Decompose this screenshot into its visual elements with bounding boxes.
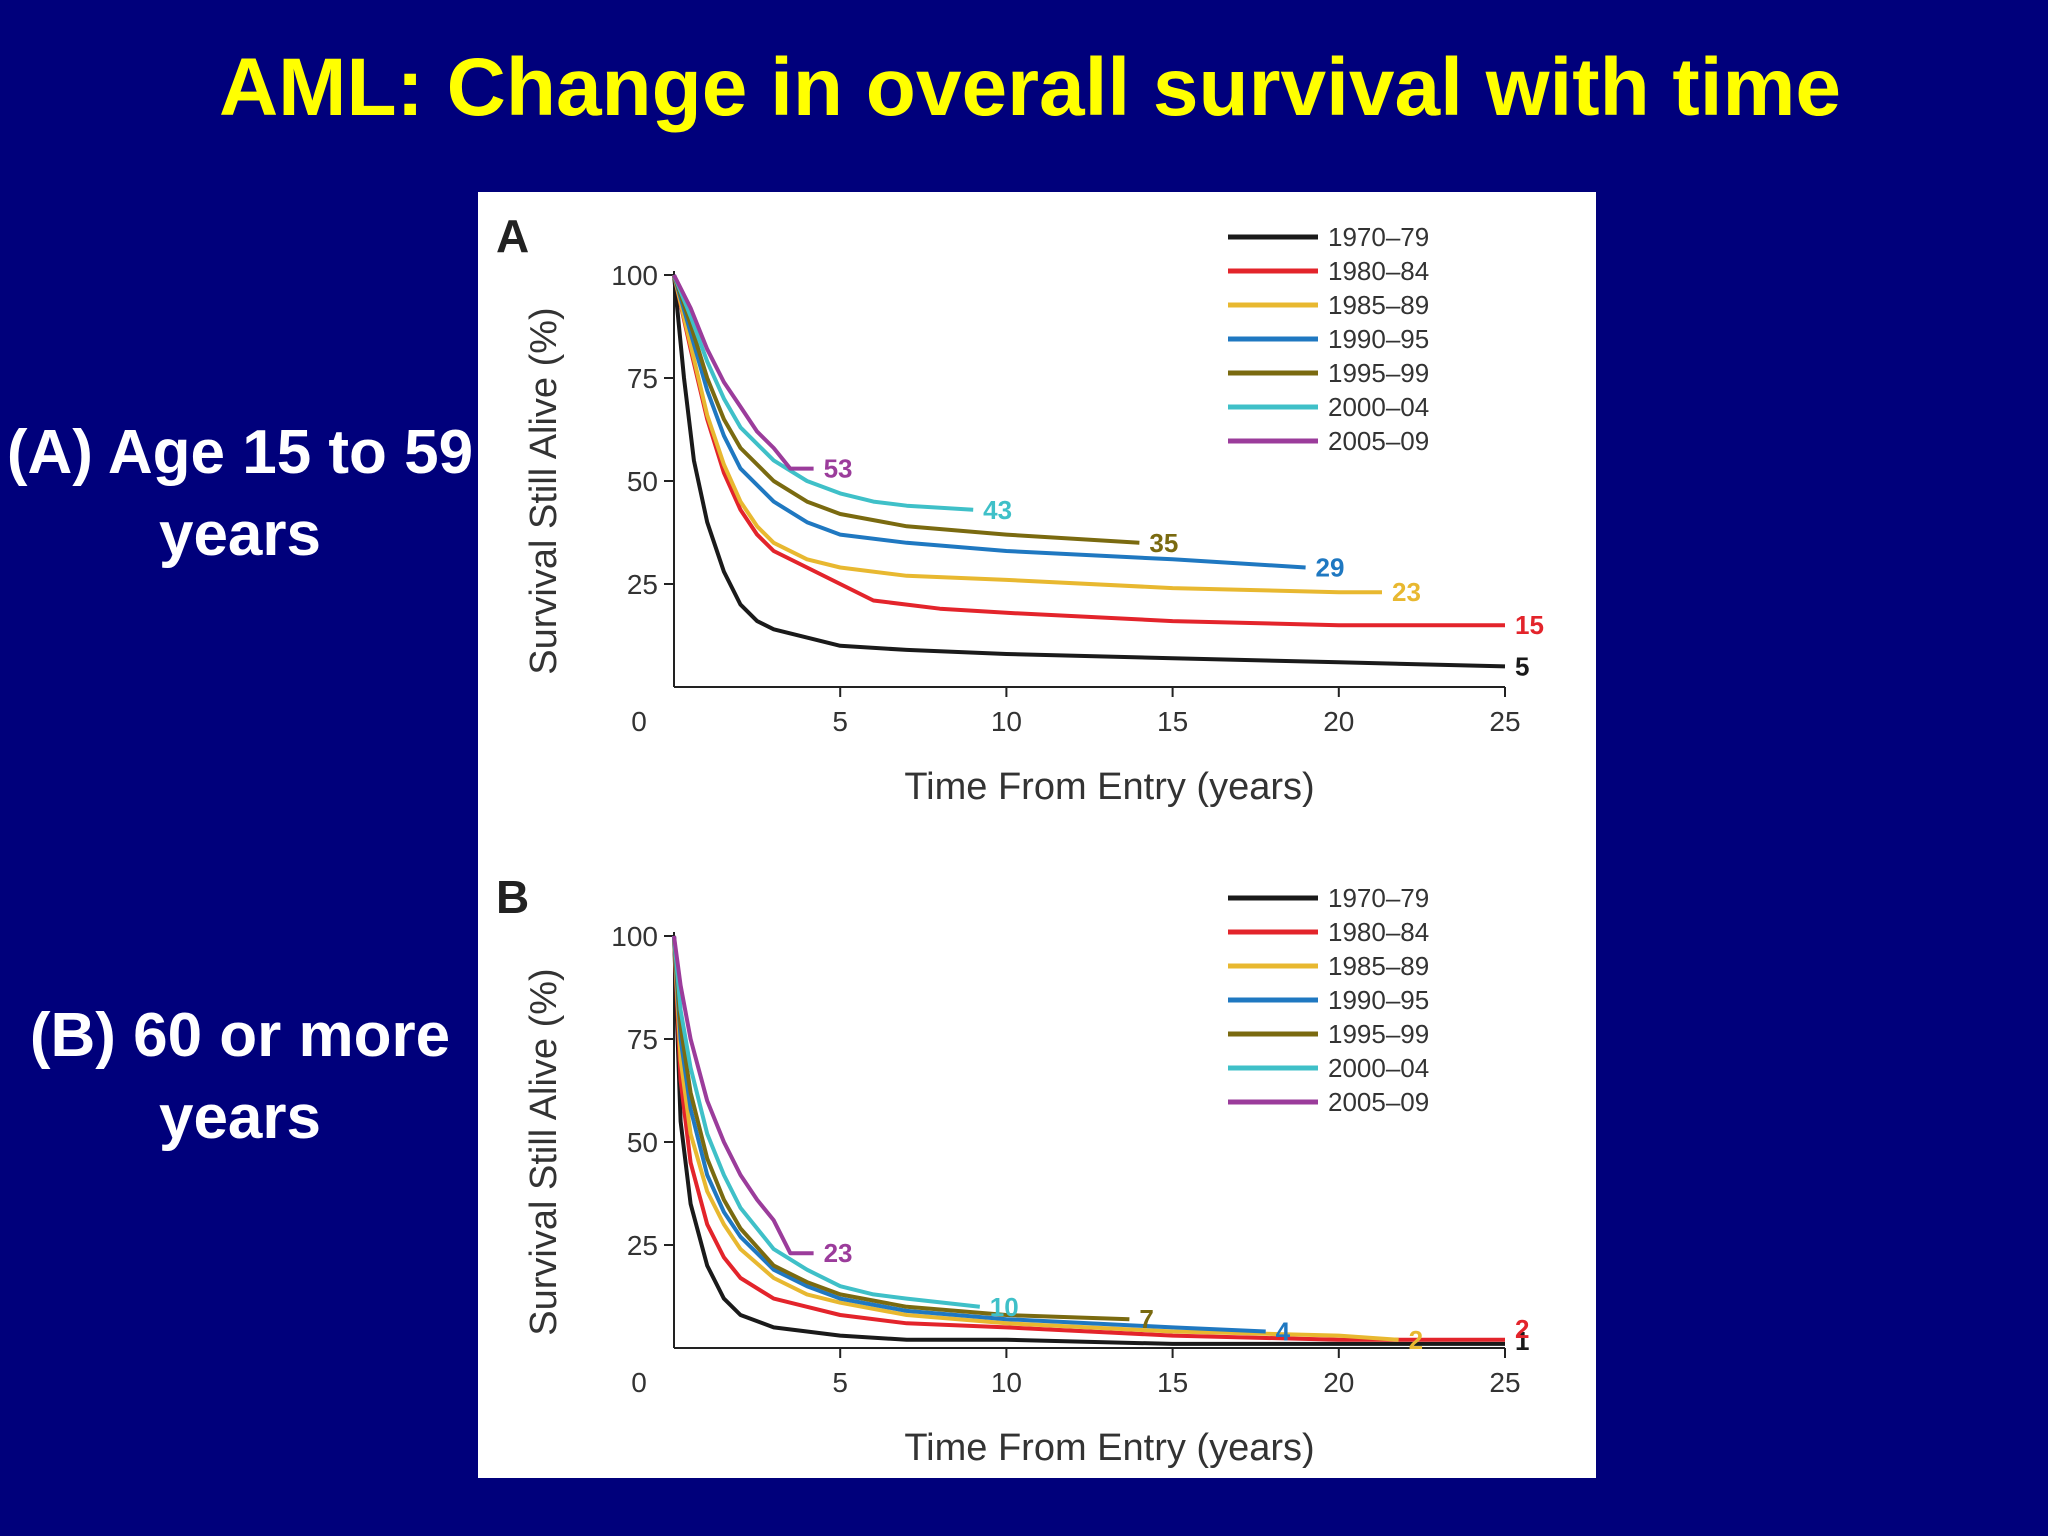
x-axis-label: Time From Entry (years) [904,766,1314,808]
legend-entry: 2005–09 [1328,426,1429,456]
panel-b-caption: (B) 60 or more years [29,1001,451,1152]
series-line-2 [672,935,1399,1342]
series-line-4 [672,274,1140,545]
series-end-label: 15 [1515,610,1544,640]
y-tick-label: 75 [627,363,658,394]
series-end-label: 2 [1409,1325,1423,1355]
x-tick-label: 5 [832,706,848,737]
legend-entry: 1980–84 [1328,256,1429,286]
legend-entry: 2000–04 [1328,1053,1429,1083]
y-tick-label: 25 [627,569,658,600]
x-tick-label: 25 [1489,1367,1520,1398]
x-tick-label: 20 [1323,1367,1354,1398]
y-axis-label: Survival Still Alive (%) [523,307,565,674]
series-end-label: 29 [1316,553,1345,583]
legend-entry: 1995–99 [1328,358,1429,388]
series-end-label: 1 [1515,1326,1529,1356]
series-end-label: 4 [1276,1317,1291,1347]
x-tick-label: 0 [631,1367,647,1398]
series-end-label: 53 [824,454,853,484]
x-tick-label: 25 [1489,706,1520,737]
legend-entry: 1970–79 [1328,222,1429,252]
series-line-5 [672,935,981,1309]
legend-entry: 1970–79 [1328,883,1429,913]
legend-entry: 1980–84 [1328,917,1429,947]
panel-letter: B [496,871,529,923]
series-line-0 [672,935,1505,1346]
x-axis-label: Time From Entry (years) [904,1427,1314,1469]
series-end-label: 23 [1392,577,1421,607]
legend-entry: 1995–99 [1328,1019,1429,1049]
y-tick-label: 50 [627,1127,658,1158]
x-tick-label: 5 [832,1367,848,1398]
x-tick-label: 15 [1157,1367,1188,1398]
legend-entry: 1985–89 [1328,951,1429,981]
x-tick-label: 10 [991,1367,1022,1398]
series-end-label: 23 [824,1238,853,1268]
series-end-label: 2 [1515,1314,1529,1344]
series-line-2 [672,274,1382,595]
x-tick-label: 10 [991,706,1022,737]
series-line-1 [672,935,1505,1342]
legend-entry: 2000–04 [1328,392,1429,422]
series-end-label: 10 [990,1292,1019,1322]
panel-a-caption: (A) Age 15 to 59 years [6,418,474,569]
panel-letter: A [496,210,529,262]
series-end-label: 5 [1515,651,1529,681]
series-end-label: 7 [1139,1304,1153,1334]
series-end-label: 43 [983,495,1012,525]
chart-panel-a: A 0 5 10 15 20 25 25 50 75 100 Time From Entry (yea… [496,210,1544,808]
series-line-3 [672,935,1266,1334]
y-tick-label: 75 [627,1024,658,1055]
series-line-6 [672,935,814,1256]
series-line-4 [672,935,1130,1322]
series-line-5 [672,274,974,512]
chart-panel-b: B 0 5 10 15 20 25 25 50 75 100 Time From Entry (yea… [496,871,1529,1469]
y-tick-label: 100 [611,260,658,291]
x-tick-label: 0 [631,706,647,737]
legend-entry: 1990–95 [1328,324,1429,354]
series-line-3 [672,274,1306,570]
legend-entry: 1985–89 [1328,290,1429,320]
slide-title: AML: Change in overall survival with tim… [218,42,1842,133]
y-tick-label: 25 [627,1230,658,1261]
chart-figure: A 0 5 10 15 20 25 25 50 75 100 Time From Entry (yea… [478,192,1596,1478]
y-tick-label: 50 [627,466,658,497]
y-axis-label: Survival Still Alive (%) [523,968,565,1335]
series-line-6 [672,274,814,471]
legend-entry: 1990–95 [1328,985,1429,1015]
series-end-label: 35 [1149,528,1178,558]
legend-entry: 2005–09 [1328,1087,1429,1117]
series-line-0 [672,274,1506,669]
x-tick-label: 20 [1323,706,1354,737]
y-tick-label: 100 [611,921,658,952]
x-tick-label: 15 [1157,706,1188,737]
